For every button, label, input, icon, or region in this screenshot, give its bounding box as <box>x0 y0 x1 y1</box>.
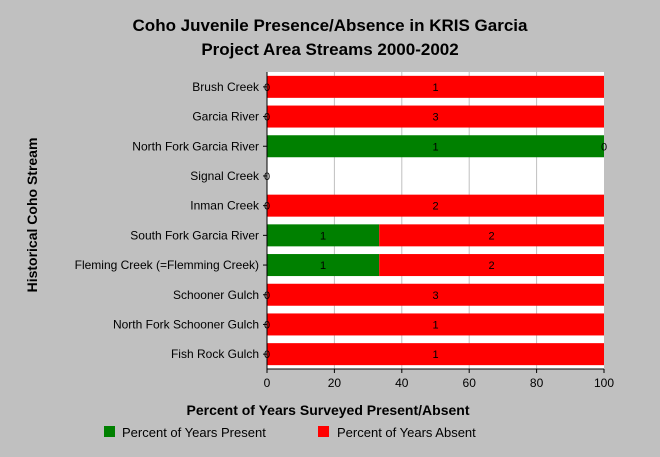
bar-absent <box>267 194 604 217</box>
bar-absent <box>267 105 604 128</box>
legend-label-present: Percent of Years Present <box>122 425 266 440</box>
bar-absent <box>267 283 604 306</box>
bar-label: 1 <box>432 319 438 331</box>
category-label: North Fork Schooner Gulch <box>113 317 259 331</box>
bar-label: 2 <box>432 201 438 213</box>
bar-label: 1 <box>432 141 438 153</box>
category-label: Fish Rock Gulch <box>171 347 259 361</box>
category-label: Inman Creek <box>190 199 260 213</box>
category-label: Fleming Creek (=Flemming Creek) <box>75 258 259 272</box>
x-tick-label: 20 <box>328 376 342 390</box>
bar-label: 3 <box>432 112 438 124</box>
x-axis-title: Percent of Years Surveyed Present/Absent <box>187 402 470 418</box>
legend-label-absent: Percent of Years Absent <box>337 425 476 440</box>
bar-absent <box>379 254 604 277</box>
category-label: Schooner Gulch <box>173 288 259 302</box>
bar-absent <box>267 343 604 366</box>
bar-label: 1 <box>320 260 326 272</box>
bar-label: 1 <box>320 230 326 242</box>
x-tick-label: 0 <box>264 376 271 390</box>
bar-present <box>267 224 380 247</box>
bar-label: 2 <box>489 260 495 272</box>
bar-absent <box>267 75 604 98</box>
category-label: Brush Creek <box>192 80 260 94</box>
legend: Percent of Years Present Percent of Year… <box>104 425 476 440</box>
legend-swatch-present <box>104 426 115 437</box>
category-label: North Fork Garcia River <box>132 139 259 153</box>
bar-present <box>267 135 604 158</box>
category-label: Signal Creek <box>190 169 260 183</box>
bars <box>267 75 604 366</box>
y-axis-title: Historical Coho Stream <box>24 138 40 293</box>
chart-title-line-2: Project Area Streams 2000-2002 <box>201 40 458 59</box>
bar-absent <box>267 313 604 336</box>
x-tick-label: 100 <box>594 376 614 390</box>
axes <box>266 72 604 370</box>
bar-absent <box>379 224 604 247</box>
x-tick-label: 40 <box>395 376 409 390</box>
bar-label: 0 <box>601 141 607 153</box>
x-ticks: 0 20 40 60 80 100 <box>264 369 614 390</box>
bar-label: 1 <box>432 82 438 94</box>
category-label: Garcia River <box>192 110 259 124</box>
x-tick-label: 80 <box>530 376 544 390</box>
bar-present <box>267 254 380 277</box>
chart-title-line-1: Coho Juvenile Presence/Absence in KRIS G… <box>133 16 528 35</box>
category-labels: Brush Creek Garcia River North Fork Garcia… <box>75 80 267 361</box>
category-label: South Fork Garcia River <box>130 228 259 242</box>
legend-swatch-absent <box>318 426 329 437</box>
bar-label: 1 <box>432 349 438 361</box>
bar-label: 3 <box>432 290 438 302</box>
x-tick-label: 60 <box>463 376 477 390</box>
bar-label: 2 <box>489 230 495 242</box>
